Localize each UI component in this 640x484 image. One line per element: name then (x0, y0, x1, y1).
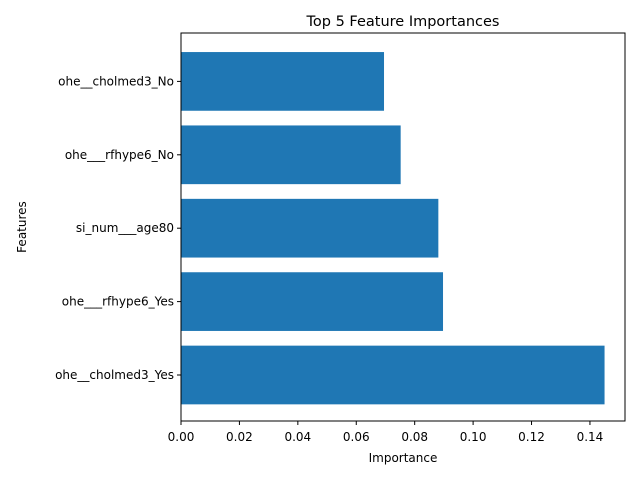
chart-title: Top 5 Feature Importances (306, 14, 500, 30)
bar-0 (181, 345, 605, 405)
x-tick-labels: 0.00 0.02 0.04 0.06 0.08 0.10 0.12 0.14 (168, 421, 604, 444)
x-tick-label: 0.08 (401, 430, 428, 444)
x-tick-label: 0.06 (343, 430, 370, 444)
y-tick-labels: ohe__cholmed3_Yes ohe___rfhype6_Yes si_num… (55, 74, 181, 382)
x-tick-label: 0.12 (518, 430, 545, 444)
bar-3 (181, 125, 401, 185)
y-tick-label: ohe__cholmed3_Yes (55, 368, 174, 382)
y-tick-label: si_num___age80 (76, 221, 174, 235)
x-tick-label: 0.10 (460, 430, 487, 444)
x-tick-label: 0.04 (284, 430, 311, 444)
plot-frame (180, 32, 626, 422)
bar-4 (181, 52, 385, 111)
bar-2 (181, 198, 439, 258)
x-tick-label: 0.02 (226, 430, 253, 444)
bars-group (181, 52, 605, 405)
x-axis-label: Importance (369, 451, 438, 465)
y-tick-label: ohe___rfhype6_No (65, 148, 174, 162)
bar-1 (181, 272, 444, 331)
y-axis-label: Features (15, 201, 29, 253)
x-tick-label: 0.14 (577, 430, 604, 444)
x-tick-label: 0.00 (168, 430, 195, 444)
y-tick-label: ohe___rfhype6_Yes (62, 295, 174, 309)
y-tick-label: ohe__cholmed3_No (58, 74, 174, 88)
